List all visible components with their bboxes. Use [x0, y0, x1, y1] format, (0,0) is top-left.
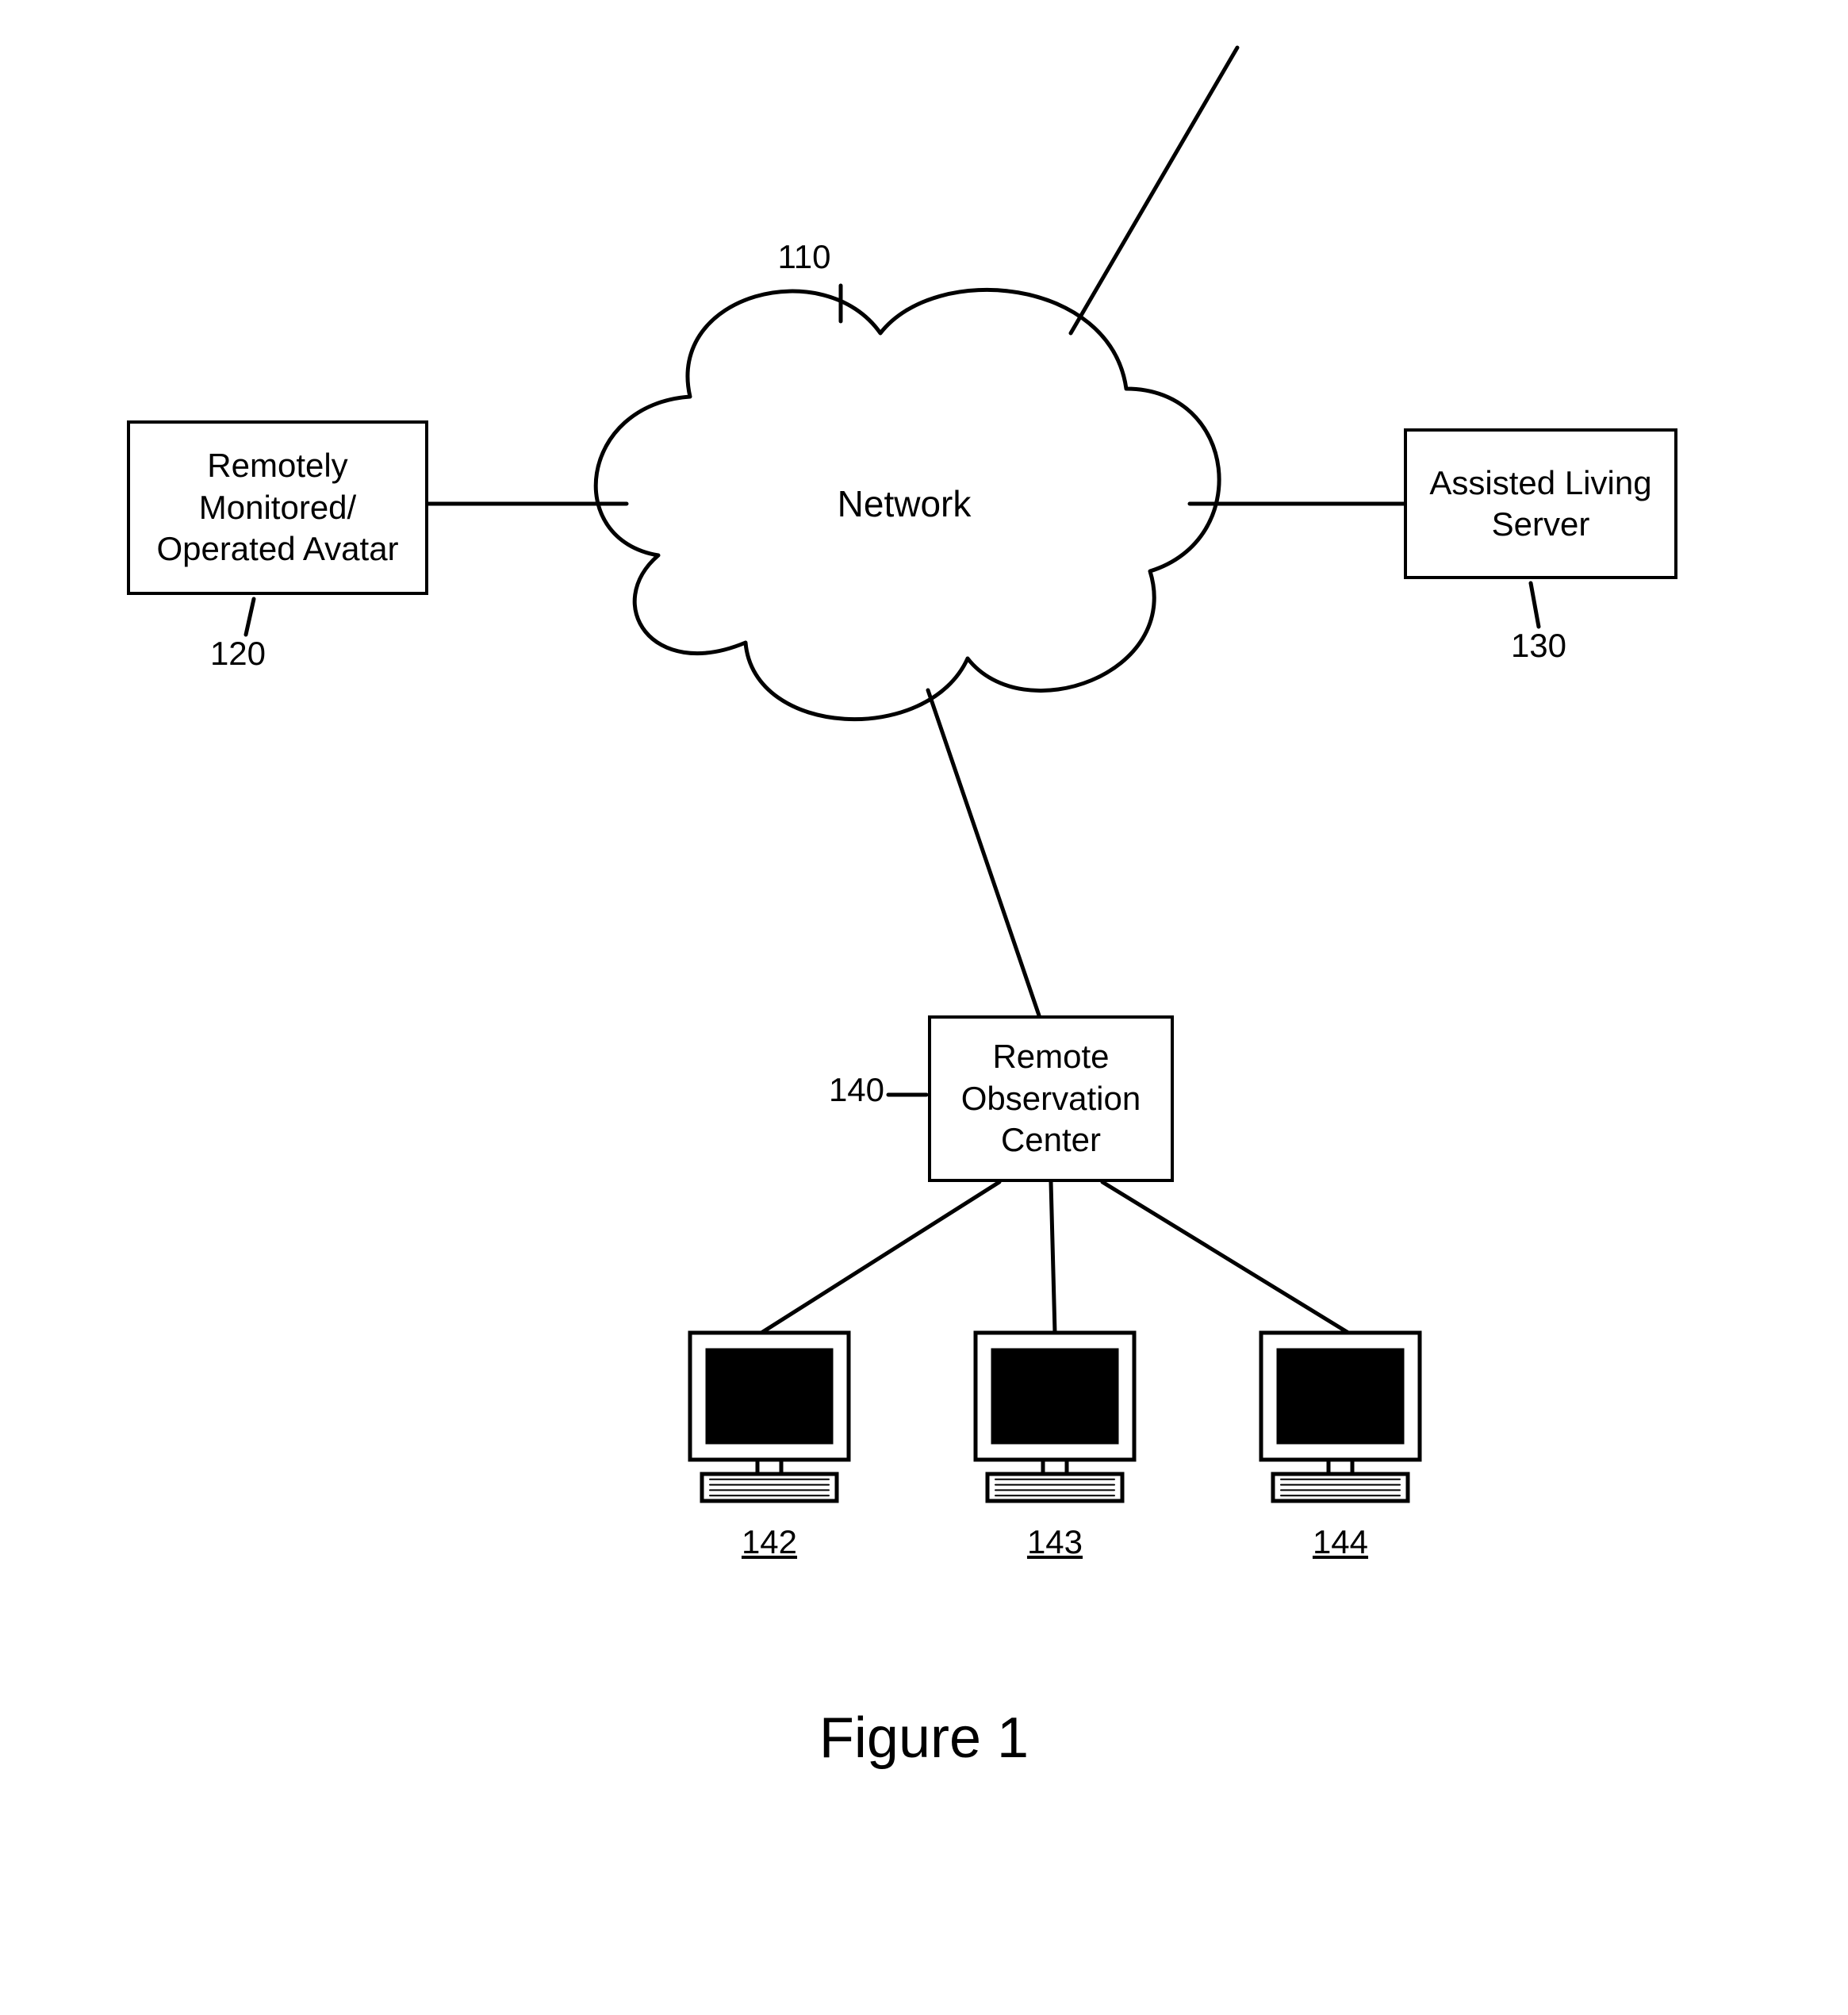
roc-box: RemoteObservationCenter	[928, 1015, 1174, 1182]
ref-142: 142	[738, 1523, 801, 1561]
avatar-box: RemotelyMonitored/Operated Avatar	[127, 420, 428, 595]
ref-130: 130	[1507, 627, 1570, 665]
server-box: Assisted LivingServer	[1404, 428, 1677, 579]
avatar-box-label: RemotelyMonitored/Operated Avatar	[156, 445, 398, 570]
ref-140: 140	[825, 1071, 888, 1109]
figure-caption: Figure 1	[765, 1706, 1083, 1771]
ref-110: 110	[773, 238, 836, 276]
diagram-stage: Network 110 RemotelyMonitored/Operated A…	[0, 0, 1848, 2015]
ref-143: 143	[1023, 1523, 1087, 1561]
server-box-label: Assisted LivingServer	[1429, 462, 1651, 546]
roc-box-label: RemoteObservationCenter	[961, 1036, 1141, 1161]
network-cloud-label: Network	[825, 482, 983, 525]
ref-144: 144	[1309, 1523, 1372, 1561]
ref-120: 120	[206, 635, 270, 673]
